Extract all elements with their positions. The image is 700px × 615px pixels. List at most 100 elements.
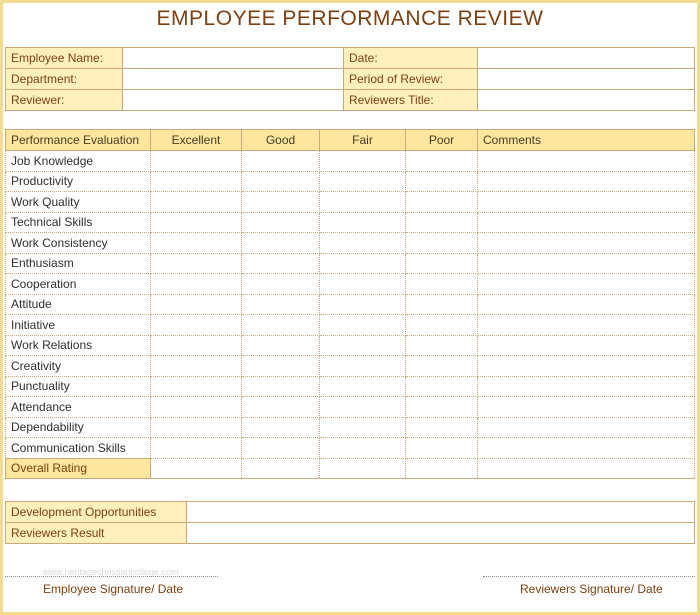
employee-signature-line[interactable] bbox=[5, 576, 218, 577]
good-cell[interactable] bbox=[241, 417, 320, 438]
fair-cell[interactable] bbox=[319, 171, 406, 192]
good-cell[interactable] bbox=[241, 232, 320, 254]
table-row: Attitude bbox=[5, 294, 695, 315]
comments-cell[interactable] bbox=[477, 232, 695, 254]
excellent-cell[interactable] bbox=[150, 253, 242, 274]
date-label: Date: bbox=[343, 47, 478, 69]
good-cell[interactable] bbox=[241, 212, 320, 233]
development-opportunities-field[interactable] bbox=[186, 501, 695, 523]
fair-cell[interactable] bbox=[319, 294, 406, 315]
comments-cell[interactable] bbox=[477, 273, 695, 295]
poor-cell[interactable] bbox=[405, 314, 478, 336]
poor-cell[interactable] bbox=[405, 171, 478, 192]
comments-cell[interactable] bbox=[477, 253, 695, 274]
good-cell[interactable] bbox=[241, 376, 320, 397]
comments-cell[interactable] bbox=[477, 396, 695, 418]
poor-cell[interactable] bbox=[405, 396, 478, 418]
period-field[interactable] bbox=[477, 68, 695, 90]
criterion-label: Initiative bbox=[5, 314, 151, 336]
poor-cell[interactable] bbox=[405, 150, 478, 172]
fair-cell[interactable] bbox=[319, 150, 406, 172]
good-cell[interactable] bbox=[241, 253, 320, 274]
excellent-cell[interactable] bbox=[150, 150, 242, 172]
good-cell[interactable] bbox=[241, 335, 320, 356]
header-fair: Fair bbox=[319, 129, 406, 151]
good-cell[interactable] bbox=[241, 150, 320, 172]
fair-cell[interactable] bbox=[319, 458, 406, 479]
excellent-cell[interactable] bbox=[150, 376, 242, 397]
poor-cell[interactable] bbox=[405, 191, 478, 213]
excellent-cell[interactable] bbox=[150, 232, 242, 254]
poor-cell[interactable] bbox=[405, 273, 478, 295]
excellent-cell[interactable] bbox=[150, 437, 242, 459]
excellent-cell[interactable] bbox=[150, 396, 242, 418]
good-cell[interactable] bbox=[241, 171, 320, 192]
employee-name-field[interactable] bbox=[122, 47, 344, 69]
good-cell[interactable] bbox=[241, 294, 320, 315]
excellent-cell[interactable] bbox=[150, 458, 242, 479]
comments-cell[interactable] bbox=[477, 458, 695, 479]
poor-cell[interactable] bbox=[405, 212, 478, 233]
comments-cell[interactable] bbox=[477, 355, 695, 377]
excellent-cell[interactable] bbox=[150, 335, 242, 356]
excellent-cell[interactable] bbox=[150, 355, 242, 377]
fair-cell[interactable] bbox=[319, 335, 406, 356]
poor-cell[interactable] bbox=[405, 253, 478, 274]
reviewer-field[interactable] bbox=[122, 89, 344, 111]
excellent-cell[interactable] bbox=[150, 417, 242, 438]
comments-cell[interactable] bbox=[477, 314, 695, 336]
reviewers-result-field[interactable] bbox=[186, 522, 695, 544]
comments-cell[interactable] bbox=[477, 437, 695, 459]
poor-cell[interactable] bbox=[405, 417, 478, 438]
excellent-cell[interactable] bbox=[150, 171, 242, 192]
fair-cell[interactable] bbox=[319, 232, 406, 254]
reviewer-signature-line[interactable] bbox=[483, 576, 695, 577]
poor-cell[interactable] bbox=[405, 437, 478, 459]
poor-cell[interactable] bbox=[405, 335, 478, 356]
criterion-label: Job Knowledge bbox=[5, 150, 151, 172]
comments-cell[interactable] bbox=[477, 376, 695, 397]
excellent-cell[interactable] bbox=[150, 314, 242, 336]
employee-signature-label: Employee Signature/ Date bbox=[43, 582, 184, 596]
good-cell[interactable] bbox=[241, 191, 320, 213]
comments-cell[interactable] bbox=[477, 191, 695, 213]
comments-cell[interactable] bbox=[477, 417, 695, 438]
department-field[interactable] bbox=[122, 68, 344, 90]
comments-cell[interactable] bbox=[477, 150, 695, 172]
good-cell[interactable] bbox=[241, 396, 320, 418]
comments-cell[interactable] bbox=[477, 294, 695, 315]
table-row: Job Knowledge bbox=[5, 150, 695, 172]
fair-cell[interactable] bbox=[319, 417, 406, 438]
page-title: EMPLOYEE PERFORMANCE REVIEW bbox=[156, 7, 544, 30]
poor-cell[interactable] bbox=[405, 232, 478, 254]
poor-cell[interactable] bbox=[405, 294, 478, 315]
good-cell[interactable] bbox=[241, 273, 320, 295]
poor-cell[interactable] bbox=[405, 355, 478, 377]
header-criteria: Performance Evaluation bbox=[5, 129, 151, 151]
poor-cell[interactable] bbox=[405, 376, 478, 397]
criterion-label: Communication Skills bbox=[5, 437, 151, 459]
excellent-cell[interactable] bbox=[150, 294, 242, 315]
fair-cell[interactable] bbox=[319, 191, 406, 213]
excellent-cell[interactable] bbox=[150, 212, 242, 233]
fair-cell[interactable] bbox=[319, 212, 406, 233]
good-cell[interactable] bbox=[241, 314, 320, 336]
excellent-cell[interactable] bbox=[150, 273, 242, 295]
poor-cell[interactable] bbox=[405, 458, 478, 479]
comments-cell[interactable] bbox=[477, 212, 695, 233]
fair-cell[interactable] bbox=[319, 253, 406, 274]
excellent-cell[interactable] bbox=[150, 191, 242, 213]
fair-cell[interactable] bbox=[319, 396, 406, 418]
reviewers-title-field[interactable] bbox=[477, 89, 695, 111]
fair-cell[interactable] bbox=[319, 437, 406, 459]
good-cell[interactable] bbox=[241, 355, 320, 377]
good-cell[interactable] bbox=[241, 437, 320, 459]
comments-cell[interactable] bbox=[477, 335, 695, 356]
good-cell[interactable] bbox=[241, 458, 320, 479]
fair-cell[interactable] bbox=[319, 314, 406, 336]
fair-cell[interactable] bbox=[319, 273, 406, 295]
date-field[interactable] bbox=[477, 47, 695, 69]
fair-cell[interactable] bbox=[319, 355, 406, 377]
fair-cell[interactable] bbox=[319, 376, 406, 397]
comments-cell[interactable] bbox=[477, 171, 695, 192]
